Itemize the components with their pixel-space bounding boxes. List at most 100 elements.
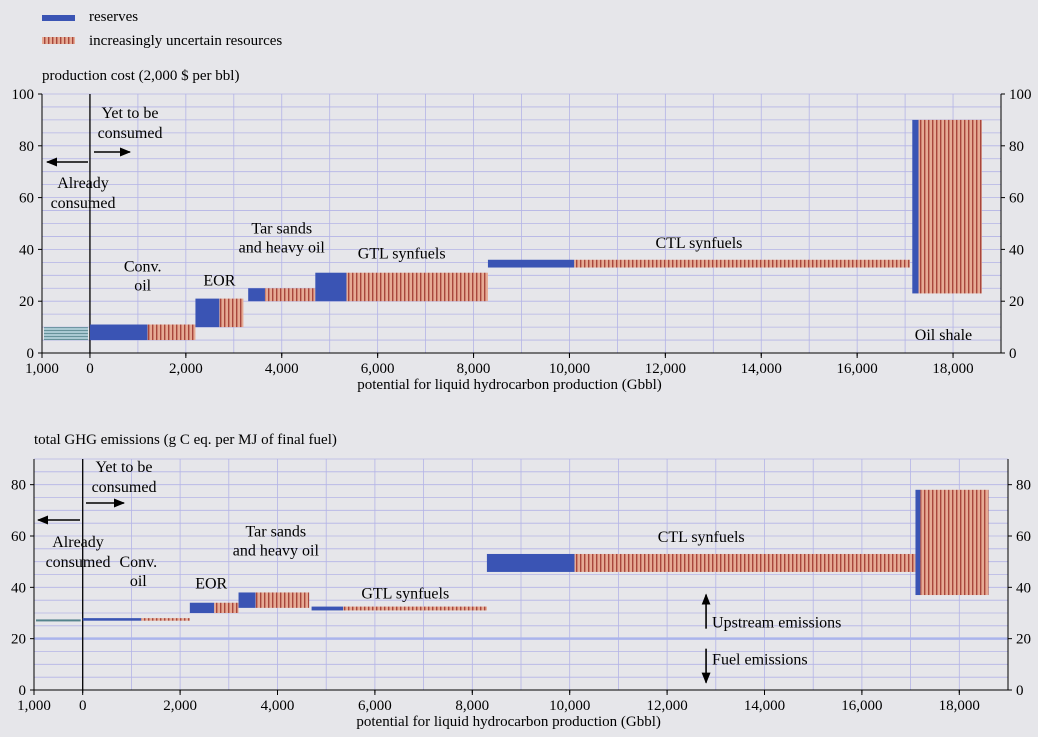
- block-label: EOR: [195, 576, 227, 593]
- block-label: CTL synfuels: [658, 529, 745, 546]
- already-consumed-label: Already consumed: [51, 175, 116, 212]
- reserves-bar: [486, 553, 575, 572]
- upstream-emissions-label: Upstream emissions: [712, 615, 841, 632]
- already-consumed-bar: [36, 619, 81, 622]
- yet-to-be-consumed-label-line: Yet to be: [95, 459, 152, 476]
- block-label-line: oil: [130, 573, 147, 590]
- legend-swatch-reserves: [42, 15, 75, 21]
- y-tick-label-right: 0: [1009, 346, 1017, 362]
- fuel-emissions-label: Fuel emissions: [712, 652, 808, 669]
- resources-bar: [219, 298, 244, 328]
- y-tick-label-left: 0: [27, 346, 35, 362]
- yet-to-be-consumed-label-line: consumed: [92, 479, 157, 496]
- already-consumed-bar: [44, 327, 88, 341]
- resources-bar: [346, 272, 488, 302]
- resources-bar: [147, 324, 196, 341]
- y-tick-label-right: 20: [1016, 632, 1031, 648]
- y-tick-label-right: 60: [1016, 529, 1031, 545]
- reserves-bar: [912, 119, 919, 294]
- legend-swatch-resources: [42, 37, 75, 44]
- resources-bar: [214, 602, 239, 613]
- x-tick-label: 2,000: [163, 698, 197, 714]
- x-tick-label: 16,000: [837, 361, 878, 377]
- block-label-line: EOR: [203, 273, 235, 290]
- x-tick-label: 4,000: [265, 361, 299, 377]
- block-label: EOR: [203, 273, 235, 290]
- chart-title: production cost (2,000 $ per bbl): [42, 68, 239, 84]
- already-consumed-label: Already consumed: [46, 534, 111, 571]
- already-consumed-label-line: Already: [57, 175, 109, 192]
- y-tick-label-right: 40: [1009, 242, 1024, 258]
- reserves-bar: [248, 288, 265, 302]
- reserves-bar: [82, 618, 142, 621]
- x-tick-label: 16,000: [841, 698, 882, 714]
- resources-bar: [343, 606, 487, 611]
- x-axis-label: potential for liquid hydrocarbon product…: [357, 377, 662, 393]
- block-label-line: Conv.: [124, 259, 162, 276]
- resources-bar: [141, 618, 190, 621]
- block-label-line: GTL synfuels: [358, 246, 446, 263]
- block-label-line: and heavy oil: [233, 542, 320, 559]
- block-label: Tar sands and heavy oil: [239, 220, 326, 256]
- block-label: GTL synfuels: [358, 246, 446, 263]
- block-label: GTL synfuels: [361, 586, 449, 603]
- reserves-bar: [311, 606, 344, 611]
- block-label: CTL synfuels: [655, 235, 742, 252]
- y-tick-label-left: 20: [11, 632, 26, 648]
- y-tick-label-left: 40: [19, 242, 34, 258]
- x-tick-label: 0: [86, 361, 94, 377]
- y-tick-label-left: 20: [19, 294, 34, 310]
- x-tick-label: 10,000: [549, 361, 590, 377]
- reserves-bar: [315, 272, 347, 302]
- x-tick-label: 14,000: [744, 698, 785, 714]
- block-label: Conv. oil: [124, 259, 162, 295]
- yet-to-be-consumed-label: Yet to be consumed: [92, 459, 157, 496]
- x-tick-label: 18,000: [939, 698, 980, 714]
- y-tick-label-left: 0: [19, 683, 27, 699]
- x-tick-label: 12,000: [645, 361, 686, 377]
- x-tick-label: 0: [79, 698, 87, 714]
- x-tick-label: 1,000: [25, 361, 59, 377]
- y-tick-label-right: 80: [1016, 478, 1031, 494]
- block-label: Oil shale: [915, 327, 972, 344]
- y-tick-label-left: 40: [11, 580, 26, 596]
- resources-bar: [918, 119, 982, 294]
- block-label-line: oil: [134, 278, 151, 295]
- y-tick-label-left: 60: [11, 529, 26, 545]
- x-tick-label: 4,000: [261, 698, 295, 714]
- y-tick-label-right: 0: [1016, 683, 1024, 699]
- block-label: Tar sands and heavy oil: [233, 523, 320, 559]
- resources-bar: [920, 489, 989, 596]
- legend-label-resources: increasingly uncertain resources: [89, 33, 282, 49]
- reserves-bar: [89, 324, 148, 341]
- chart-title: total GHG emissions (g C eq. per MJ of f…: [34, 432, 337, 448]
- already-consumed-label-line: Already: [52, 534, 104, 551]
- x-tick-label: 6,000: [361, 361, 395, 377]
- y-tick-label-left: 80: [19, 139, 34, 155]
- x-tick-label: 14,000: [741, 361, 782, 377]
- legend: reserves increasingly uncertain resource…: [42, 9, 282, 49]
- reserves-bar: [238, 592, 256, 608]
- ghg-emissions-chart: total GHG emissions (g C eq. per MJ of f…: [11, 327, 1031, 730]
- resources-bar: [574, 259, 910, 268]
- x-tick-label: 10,000: [549, 698, 590, 714]
- already-consumed-label-line: consumed: [46, 554, 111, 571]
- resources-bar: [255, 592, 310, 608]
- x-tick-label: 2,000: [169, 361, 203, 377]
- x-axis-label: potential for liquid hydrocarbon product…: [356, 714, 661, 730]
- y-tick-label-left: 100: [12, 87, 35, 103]
- block-label-line: Tar sands: [251, 220, 312, 237]
- yet-to-be-consumed-label-line: consumed: [98, 125, 163, 142]
- yet-to-be-consumed-label: Yet to be consumed: [98, 105, 163, 142]
- block-label-line: and heavy oil: [239, 239, 326, 256]
- x-tick-label: 18,000: [932, 361, 973, 377]
- reserves-bar: [189, 602, 215, 613]
- x-tick-label: 8,000: [455, 698, 489, 714]
- y-tick-label-right: 80: [1009, 139, 1024, 155]
- reserves-bar: [915, 489, 921, 596]
- block-label: Conv. oil: [119, 554, 157, 590]
- x-tick-label: 1,000: [17, 698, 51, 714]
- production-cost-chart: production cost (2,000 $ per bbl) 0 0 20 20 4…: [12, 68, 1032, 393]
- block-label-line: GTL synfuels: [361, 586, 449, 603]
